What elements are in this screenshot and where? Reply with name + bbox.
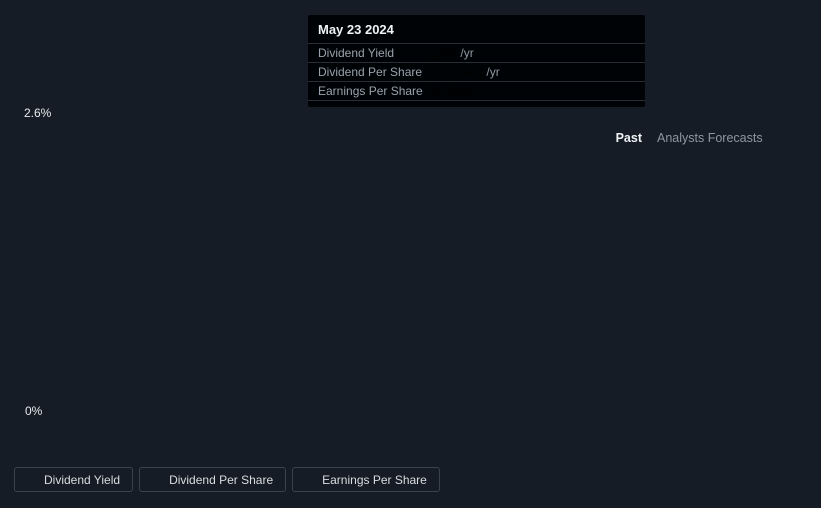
tooltip-label: Dividend Per Share: [318, 65, 423, 79]
hover-tooltip: May 23 2024 Dividend Yield 2.0% /yr Divi…: [308, 15, 645, 107]
legend-item-earnings-per-share[interactable]: Earnings Per Share: [292, 467, 440, 492]
dividend-per-share-dot-icon: [152, 475, 161, 484]
tooltip-value: 2.0%: [429, 46, 457, 60]
tooltip-date: May 23 2024: [308, 15, 645, 44]
analysts-forecasts-zone-label: Analysts Forecasts: [657, 131, 763, 145]
tooltip-row-dividend-per-share: Dividend Per Share UK£0.900 /yr: [308, 63, 645, 82]
dividend-yield-dot-icon: [27, 475, 36, 484]
legend-label: Dividend Yield: [44, 472, 121, 487]
tooltip-label: Dividend Yield: [318, 46, 395, 60]
earnings-per-share-dot-icon: [305, 475, 314, 484]
tooltip-unit: /yr: [486, 65, 500, 79]
y-axis-label-top: 2.6%: [24, 106, 52, 120]
tooltip-row-earnings-per-share: Earnings Per Share No data: [308, 82, 645, 101]
tooltip-row-dividend-yield: Dividend Yield 2.0% /yr: [308, 44, 645, 63]
legend-label: Earnings Per Share: [322, 472, 427, 487]
tooltip-unit: /yr: [460, 46, 474, 60]
tooltip-value: UK£0.900: [429, 65, 483, 79]
y-axis-label-bottom: 0%: [25, 404, 43, 418]
past-zone-label: Past: [615, 131, 642, 145]
tooltip-label: Earnings Per Share: [318, 84, 423, 98]
tooltip-value: No data: [429, 84, 472, 98]
legend-item-dividend-yield[interactable]: Dividend Yield: [14, 467, 134, 492]
legend-item-dividend-per-share[interactable]: Dividend Per Share: [139, 467, 287, 492]
legend-label: Dividend Per Share: [169, 472, 274, 487]
chart-legend: Dividend Yield Dividend Per Share Earnin…: [14, 467, 440, 492]
